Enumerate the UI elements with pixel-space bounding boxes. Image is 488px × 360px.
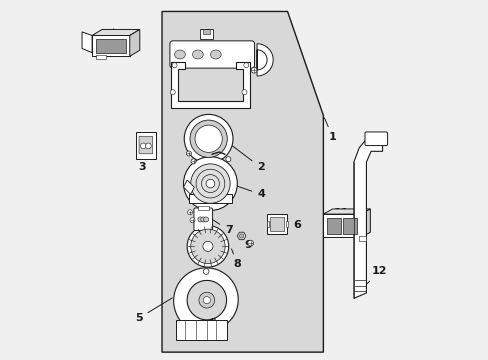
Polygon shape [323,209,369,214]
Circle shape [203,241,212,251]
Polygon shape [171,62,249,108]
Circle shape [190,120,227,157]
Bar [285,221,287,227]
Circle shape [183,157,237,211]
Bar [197,206,208,210]
Circle shape [191,159,196,164]
Bar [326,218,340,234]
Circle shape [203,297,210,304]
Text: 11: 11 [333,208,348,218]
Text: 1: 1 [324,118,336,142]
Text: 3: 3 [139,158,146,172]
Text: 7: 7 [212,219,232,235]
Text: 2: 2 [225,140,264,172]
Circle shape [184,114,233,163]
Circle shape [239,234,244,238]
Text: 12: 12 [355,266,386,294]
Circle shape [203,217,208,222]
FancyBboxPatch shape [169,41,254,68]
Bar [96,39,126,53]
Polygon shape [237,232,245,240]
Bar [92,36,129,56]
Circle shape [140,143,146,149]
Ellipse shape [192,50,203,59]
Circle shape [251,67,257,73]
FancyBboxPatch shape [269,217,283,231]
Circle shape [172,63,177,68]
Circle shape [242,90,246,95]
FancyBboxPatch shape [136,132,156,159]
Circle shape [145,143,151,149]
Circle shape [190,229,224,264]
Polygon shape [173,268,238,334]
Circle shape [190,164,230,203]
Circle shape [199,292,214,308]
Bar [200,29,213,39]
Circle shape [187,226,228,267]
Polygon shape [162,12,323,352]
Circle shape [186,151,191,156]
FancyBboxPatch shape [364,132,387,145]
Bar [343,218,356,234]
Circle shape [225,157,230,162]
Circle shape [195,125,222,152]
Circle shape [247,240,253,246]
Polygon shape [183,180,194,194]
Ellipse shape [174,50,185,59]
Text: 9: 9 [238,236,252,249]
Polygon shape [257,44,273,76]
Circle shape [203,269,208,274]
Circle shape [201,217,205,222]
Ellipse shape [210,50,221,59]
Bar [203,29,210,34]
Bar [96,55,106,59]
Polygon shape [360,209,369,237]
Text: 4: 4 [222,181,264,199]
Circle shape [198,217,203,222]
Circle shape [244,63,248,68]
Polygon shape [129,30,140,56]
FancyBboxPatch shape [139,136,152,154]
Circle shape [190,218,195,223]
Circle shape [187,210,192,215]
Polygon shape [188,194,231,203]
FancyBboxPatch shape [194,208,212,230]
Bar [323,214,360,237]
Polygon shape [82,32,92,53]
Bar [359,235,366,241]
Circle shape [170,90,175,95]
Circle shape [206,179,214,188]
Text: 6: 6 [285,218,300,230]
Bar [266,221,268,227]
Bar [176,320,226,339]
Polygon shape [92,30,140,36]
Polygon shape [353,137,382,298]
Text: 8: 8 [231,249,241,269]
Text: 5: 5 [135,298,172,323]
Text: 10: 10 [113,29,135,42]
FancyBboxPatch shape [266,214,286,234]
